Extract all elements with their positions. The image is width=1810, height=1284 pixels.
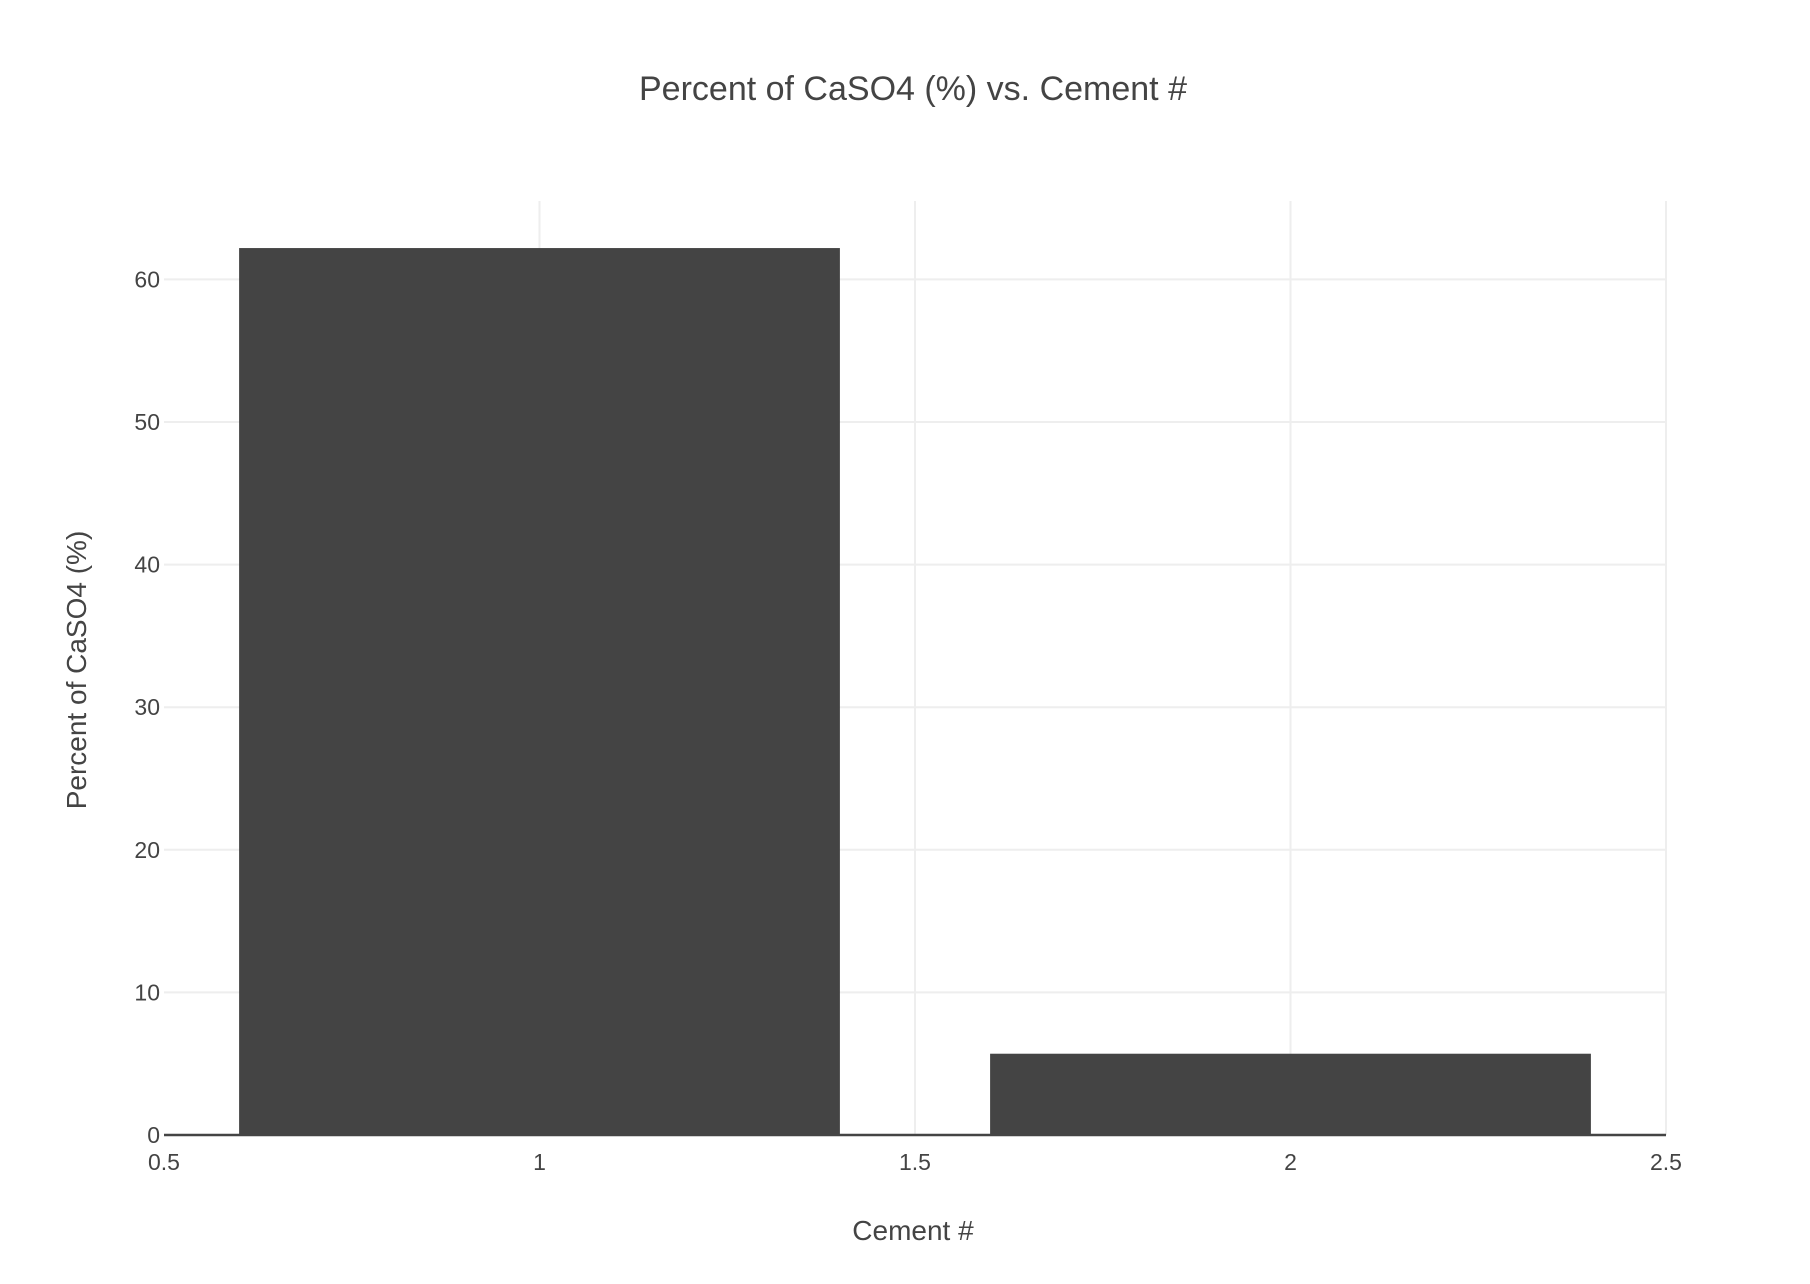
y-tick-label: 30	[134, 694, 160, 720]
x-axis-title: Cement #	[852, 1215, 974, 1246]
bar	[239, 248, 840, 1135]
y-tick-label: 0	[147, 1122, 160, 1148]
x-tick-label: 1	[533, 1149, 546, 1175]
y-tick-label: 20	[134, 837, 160, 863]
y-tick-label: 40	[134, 552, 160, 578]
y-tick-label: 50	[134, 409, 160, 435]
chart-title: Percent of CaSO4 (%) vs. Cement #	[639, 70, 1187, 108]
axis-layer: 0 10 20 30 40 50 60 0.5 1 1.5 2 2.5	[134, 266, 1682, 1175]
x-tick-label: 2.5	[1650, 1149, 1682, 1175]
x-tick-label: 1.5	[899, 1149, 931, 1175]
bars-layer	[239, 248, 1591, 1135]
x-tick-label: 0.5	[148, 1149, 180, 1175]
y-tick-label: 60	[134, 266, 160, 292]
y-tick-label: 10	[134, 979, 160, 1005]
bar	[990, 1053, 1591, 1135]
y-axis-title: Percent of CaSO4 (%)	[61, 531, 92, 810]
x-tick-label: 2	[1284, 1149, 1297, 1175]
